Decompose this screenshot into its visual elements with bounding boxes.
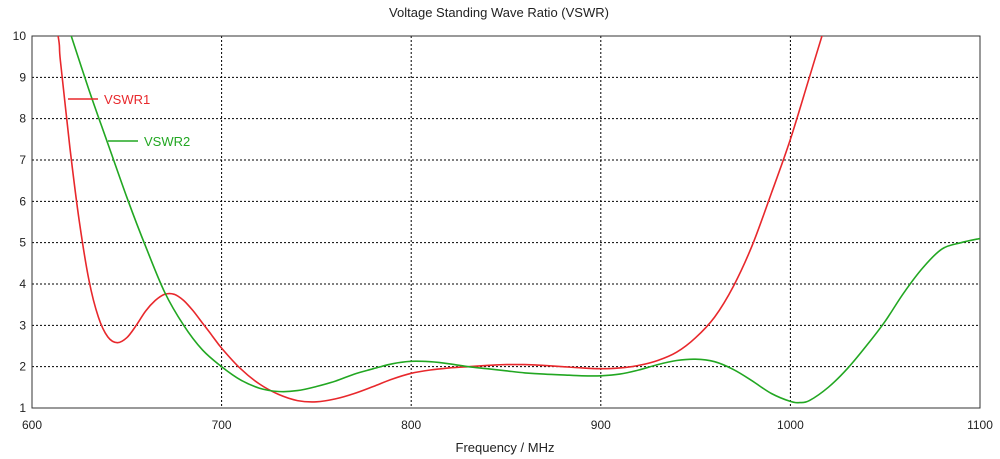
y-tick-label: 8 <box>19 112 26 126</box>
series-lines <box>57 36 980 404</box>
y-tick-label: 5 <box>19 236 26 250</box>
x-tick-label: 800 <box>401 418 421 432</box>
y-tick-label: 9 <box>19 70 26 84</box>
grid-lines <box>32 36 980 408</box>
x-tick-label: 700 <box>212 418 232 432</box>
x-tick-label: 1100 <box>967 418 993 432</box>
y-tick-label: 7 <box>19 153 26 167</box>
y-tick-label: 6 <box>19 194 26 208</box>
series-line-vswr1 <box>57 36 823 403</box>
y-tick-label: 1 <box>19 401 26 415</box>
y-tick-label: 2 <box>19 360 26 374</box>
legend-label: VSWR2 <box>144 134 190 149</box>
x-tick-label: 900 <box>591 418 611 432</box>
plot-frame <box>31 35 981 409</box>
chart-title: Voltage Standing Wave Ratio (VSWR) <box>389 5 609 20</box>
axis-ticks: 600 700 800 900 1000 1100 1 2 3 4 5 6 7 8 9 10 <box>13 29 994 432</box>
y-tick-label: 10 <box>13 29 27 43</box>
y-tick-label: 4 <box>19 277 26 291</box>
y-tick-label: 3 <box>19 318 26 332</box>
x-tick-label: 600 <box>22 418 42 432</box>
x-axis-label: Frequency / MHz <box>456 440 555 455</box>
legend: VSWR1 VSWR2 <box>68 92 190 149</box>
series-line-vswr2 <box>70 36 980 404</box>
x-tick-label: 1000 <box>777 418 804 432</box>
legend-label: VSWR1 <box>104 92 150 107</box>
